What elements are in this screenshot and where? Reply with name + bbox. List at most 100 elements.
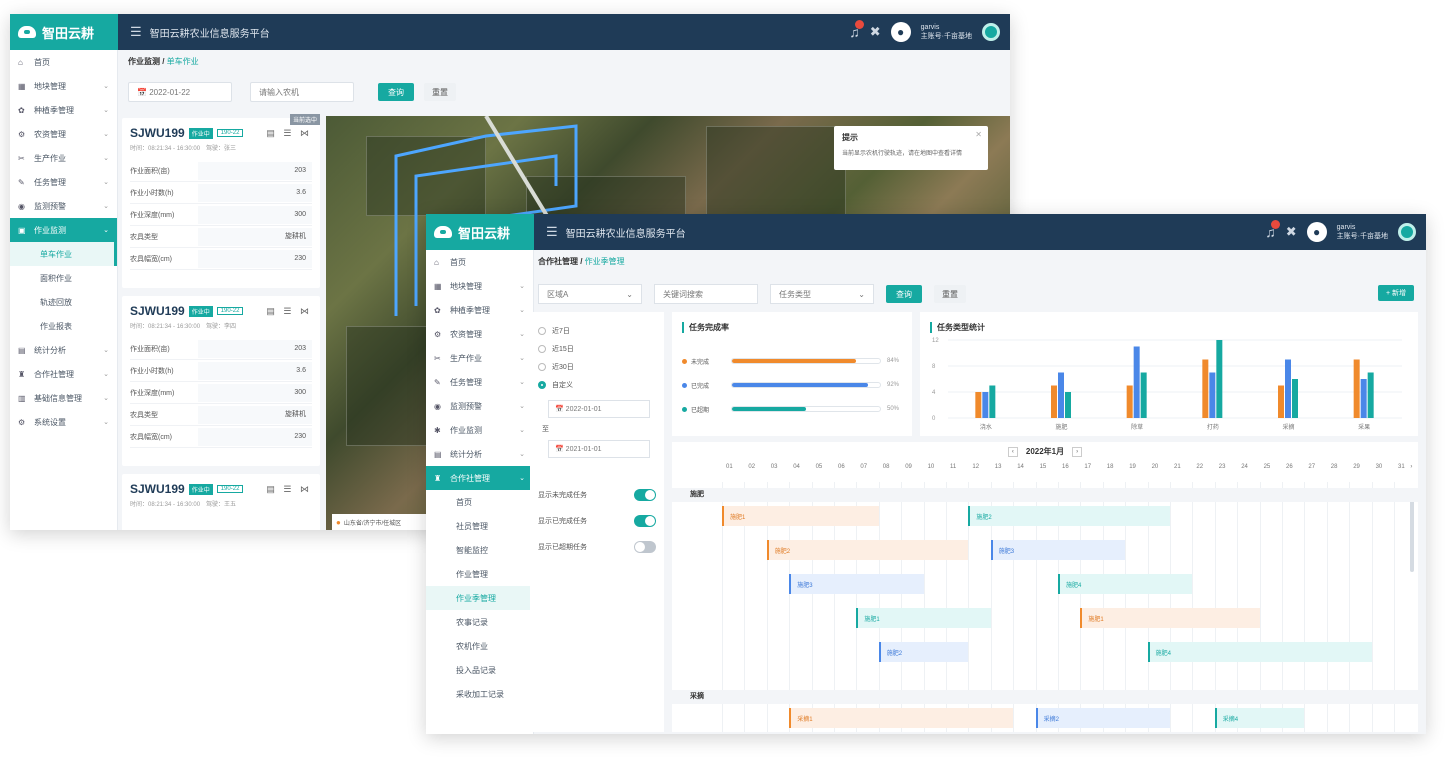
gantt-task-bar[interactable]: 采摘4 (1214, 708, 1305, 728)
search-button[interactable]: 查询 (886, 285, 922, 303)
sidebar-subitem[interactable]: 农事记录 (426, 610, 533, 634)
range-radio[interactable]: 近30日 (538, 358, 656, 376)
card-action-icons[interactable]: ▤ ☰ ⋈ (266, 127, 312, 138)
vehicle-card[interactable]: SJWU199 作业中 190-22 ▤ ☰ ⋈ 时间：08:21:34 - 16:30… (122, 296, 320, 466)
gantt-task-bar[interactable]: 施肥4 (1058, 574, 1193, 594)
sidebar-subitem[interactable]: 作业季管理 (426, 586, 533, 610)
fullscreen-icon[interactable]: ✖ (869, 24, 881, 39)
gantt-task-bar[interactable]: 采摘2 (1035, 708, 1170, 728)
sidebar-item[interactable]: ✂ 生产作业 ⌄ (10, 146, 117, 170)
avatar[interactable]: ● (890, 22, 911, 42)
sidebar-item[interactable]: ⚙ 农资管理 ⌄ (10, 122, 117, 146)
sidebar-item[interactable]: ✎ 任务管理 ⌄ (426, 370, 533, 394)
sidebar-item[interactable]: ▤ 统计分析 ⌄ (10, 338, 117, 362)
gantt-task-bar[interactable]: 施肥2 (766, 540, 969, 560)
card-action-icons[interactable]: ▤ ☰ ⋈ (266, 483, 312, 494)
sidebar-item[interactable]: ✂ 生产作业 ⌄ (426, 346, 533, 370)
reset-button[interactable]: 重置 (424, 83, 456, 101)
sidebar-item[interactable]: ⌂ 首页 (426, 250, 533, 274)
toggle-switch[interactable] (634, 489, 656, 501)
gantt-task-bar[interactable]: 施肥2 (968, 506, 1170, 526)
bar[interactable] (1278, 385, 1284, 419)
settings-circle-icon[interactable] (1398, 223, 1416, 241)
bar[interactable] (1209, 372, 1216, 419)
bar[interactable] (1058, 372, 1064, 419)
sidebar-item[interactable]: ✱ 作业监测 ⌄ (426, 418, 533, 442)
bar[interactable] (1292, 379, 1298, 418)
avatar[interactable]: ● (1306, 222, 1327, 242)
user-info[interactable]: garvis 主账号·千亩基地 (920, 24, 972, 40)
range-radio[interactable]: 近7日 (538, 322, 656, 340)
toggle-switch[interactable] (634, 541, 656, 553)
search-input[interactable]: 请输入农机 (250, 82, 354, 102)
sidebar-subitem[interactable]: 作业管理 (426, 562, 533, 586)
bar[interactable] (982, 392, 989, 418)
sidebar-item[interactable]: ◉ 监测预警 ⌄ (10, 194, 117, 218)
next-month-icon[interactable]: › (1072, 446, 1083, 457)
sidebar-subitem[interactable]: 作业报表 (10, 314, 117, 338)
sidebar-subitem[interactable]: 采收加工记录 (426, 682, 533, 706)
gantt-task-bar[interactable]: 施肥2 (878, 642, 969, 662)
sidebar-item[interactable]: ▥ 基础信息管理 ⌄ (10, 386, 117, 410)
sidebar-item[interactable]: ◉ 监测预警 ⌄ (426, 394, 533, 418)
user-info[interactable]: garvis 主账号·千亩基地 (1336, 224, 1388, 240)
gantt-task-bar[interactable]: 施肥1 (1080, 608, 1260, 628)
sidebar-item[interactable]: ♜ 合作社管理 ⌄ (426, 466, 533, 490)
sidebar-item[interactable]: ⚙ 系统设置 ⌄ (10, 410, 117, 434)
date-from-input[interactable]: 📅 2022-01-01 (548, 400, 650, 418)
keyword-input[interactable]: 关键词搜索 (654, 284, 758, 304)
bar[interactable] (1065, 392, 1071, 418)
gantt-task-bar[interactable]: 施肥4 (1147, 642, 1372, 662)
date-input[interactable]: 📅 2022-01-22 (128, 82, 232, 102)
sidebar-subitem[interactable]: 单车作业 (10, 242, 117, 266)
vehicle-card[interactable]: 当前选中 SJWU199 作业中 190-22 ▤ ☰ ⋈ 时间：08:21:34 - 1… (122, 114, 320, 288)
gantt-task-bar[interactable]: 施肥3 (990, 540, 1126, 560)
reset-button[interactable]: 重置 (934, 285, 966, 303)
sidebar-subitem[interactable]: 智能监控 (426, 538, 533, 562)
vehicle-card[interactable]: SJWU199 作业中 190-22 ▤ ☰ ⋈ 时间：08:21:34 - 16:30… (122, 474, 320, 530)
region-select[interactable]: 区域A ⌄ (538, 284, 642, 304)
toggle-switch[interactable] (634, 515, 656, 527)
vertical-scrollbar[interactable] (1410, 492, 1414, 572)
sidebar-item[interactable]: ✎ 任务管理 ⌄ (10, 170, 117, 194)
bell-icon[interactable]: ♫ (1265, 220, 1280, 240)
sidebar-subitem[interactable]: 首页 (426, 490, 533, 514)
gantt-task-bar[interactable]: 施肥1 (722, 506, 879, 526)
date-to-input[interactable]: 📅 2021-01-01 (548, 440, 650, 458)
sidebar-item[interactable]: ▣ 作业监测 ⌄ (10, 218, 117, 242)
bar[interactable] (989, 385, 996, 419)
sidebar-subitem[interactable]: 轨迹回放 (10, 290, 117, 314)
sidebar-subitem[interactable]: 社员管理 (426, 514, 533, 538)
menu-toggle-icon[interactable]: ☰ (130, 24, 142, 39)
bar[interactable] (1126, 385, 1133, 419)
bar[interactable] (1353, 359, 1360, 419)
sidebar-subitem[interactable]: 面积作业 (10, 266, 117, 290)
prev-month-icon[interactable]: ‹ (1007, 446, 1018, 457)
sidebar-item[interactable]: ♜ 合作社管理 ⌄ (10, 362, 117, 386)
sidebar-item[interactable]: ✿ 种植季管理 ⌄ (10, 98, 117, 122)
bar[interactable] (975, 392, 982, 418)
add-button[interactable]: + 新增 (1377, 285, 1414, 301)
sidebar-item[interactable]: ▦ 地块管理 ⌄ (10, 74, 117, 98)
bar[interactable] (1202, 359, 1209, 419)
bar[interactable] (1051, 385, 1057, 419)
gantt-task-bar[interactable]: 施肥3 (789, 574, 924, 594)
gantt-task-bar[interactable]: 采摘1 (789, 708, 1014, 728)
sidebar-item[interactable]: ⚙ 农资管理 ⌄ (426, 322, 533, 346)
close-icon[interactable]: ✕ (975, 130, 982, 139)
gantt-task-bar[interactable]: 施肥1 (856, 608, 991, 628)
range-radio[interactable]: 近15日 (538, 340, 656, 358)
bar[interactable] (1216, 340, 1223, 418)
task-type-select[interactable]: 任务类型 ⌄ (770, 284, 874, 304)
bar[interactable] (1367, 372, 1374, 419)
day-scroll-icon[interactable]: › (1410, 464, 1413, 470)
card-action-icons[interactable]: ▤ ☰ ⋈ (266, 305, 312, 316)
sidebar-subitem[interactable]: 农机作业 (426, 634, 533, 658)
sidebar-item[interactable]: ▦ 地块管理 ⌄ (426, 274, 533, 298)
menu-toggle-icon[interactable]: ☰ (546, 224, 558, 239)
sidebar-item[interactable]: ▤ 统计分析 ⌄ (426, 442, 533, 466)
search-button[interactable]: 查询 (378, 83, 414, 101)
sidebar-item[interactable]: ⌂ 首页 (10, 50, 117, 74)
sidebar-item[interactable]: ✿ 种植季管理 ⌄ (426, 298, 533, 322)
fullscreen-icon[interactable]: ✖ (1285, 224, 1297, 239)
